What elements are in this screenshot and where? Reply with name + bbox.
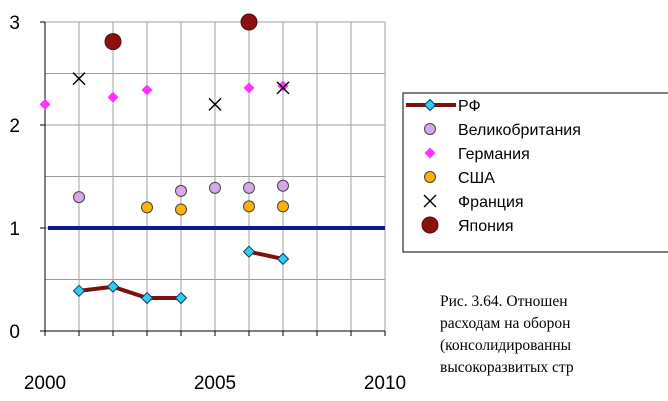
series-1 — [72, 245, 290, 305]
legend: РФ Великобритания Германия США Франция Япония — [402, 92, 668, 253]
data-point — [72, 72, 86, 86]
caption-line: (консолидированны — [440, 337, 572, 354]
y-tick-label: 1 — [9, 219, 20, 240]
data-point — [39, 98, 51, 110]
x-tick-label: 2010 — [364, 373, 406, 394]
legend-label: Великобритания — [458, 122, 581, 139]
data-point — [243, 181, 255, 194]
data-point — [277, 200, 289, 213]
x-stroke — [276, 81, 290, 95]
data-point — [277, 179, 289, 192]
data-point — [276, 252, 290, 266]
legend-label: США — [458, 170, 495, 187]
x-stroke — [208, 97, 222, 111]
y-tick-label: 0 — [9, 322, 20, 343]
data-point — [141, 201, 153, 214]
legend-marker — [424, 123, 436, 135]
series-line — [78, 284, 181, 301]
data-point — [140, 291, 154, 305]
x-tick-label: 2005 — [194, 373, 236, 394]
data-point — [104, 33, 122, 51]
caption-line: высокоразвитых стр — [440, 359, 574, 376]
legend-label: Франция — [458, 194, 524, 211]
series-3 — [39, 80, 289, 110]
legend-marker — [421, 216, 439, 234]
x-tick-label: 2000 — [24, 373, 66, 394]
series-2 — [73, 179, 289, 204]
data-point — [174, 291, 188, 305]
legend-marker — [424, 171, 436, 183]
series-line — [248, 249, 284, 261]
caption-line: Рис. 3.64. Отношен — [440, 293, 568, 310]
data-point — [175, 184, 187, 197]
tick-labels: 0 1 2 3 2000 2005 2010 — [9, 13, 406, 394]
axes — [40, 21, 386, 336]
data-point — [73, 191, 85, 204]
series-6 — [104, 13, 258, 51]
legend-marker — [424, 147, 436, 159]
legend-label: Япония — [458, 218, 514, 235]
caption-line: расходам на оборон — [440, 315, 571, 332]
data-point — [141, 84, 153, 96]
grid — [45, 21, 386, 331]
x-stroke — [423, 194, 437, 208]
data-point — [243, 200, 255, 213]
data-point — [208, 97, 222, 111]
x-stroke — [72, 72, 86, 86]
series-group — [39, 13, 290, 305]
data-point — [107, 91, 119, 103]
legend-box — [402, 92, 668, 253]
series-5 — [72, 72, 290, 111]
data-point — [106, 280, 120, 293]
data-point — [242, 245, 256, 258]
data-point — [72, 284, 86, 298]
data-point — [209, 181, 221, 194]
legend-marker — [423, 194, 437, 208]
data-point — [243, 82, 255, 94]
series-4 — [141, 200, 289, 216]
y-tick-label: 3 — [9, 13, 20, 34]
y-tick-label: 2 — [9, 116, 20, 137]
data-point — [276, 81, 290, 95]
data-point — [277, 80, 289, 92]
data-point — [240, 13, 258, 31]
legend-label: РФ — [458, 98, 481, 115]
figure-caption: Рис. 3.64. Отношен расходам на оборон (к… — [440, 291, 668, 401]
legend-marker — [423, 98, 437, 112]
data-point — [175, 203, 187, 216]
legend-label: Германия — [458, 146, 530, 163]
